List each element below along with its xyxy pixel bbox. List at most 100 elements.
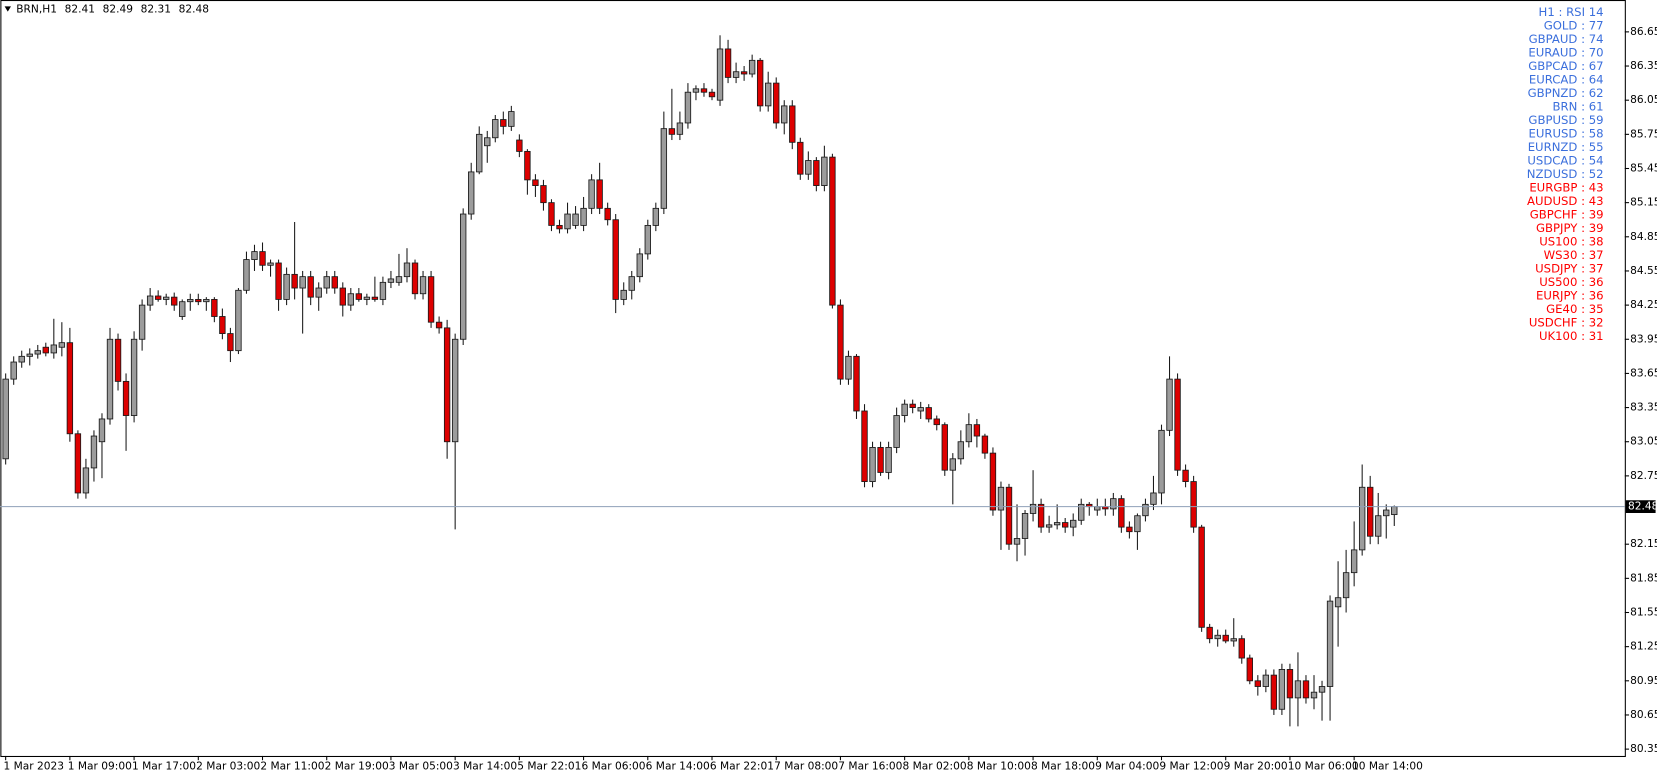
candle-body bbox=[1118, 498, 1125, 528]
candle-body bbox=[1021, 513, 1029, 539]
candle-body bbox=[949, 458, 956, 471]
y-tick-label: 83.65 bbox=[1630, 366, 1657, 379]
y-tick-label: 86.65 bbox=[1630, 25, 1657, 38]
candle-body bbox=[1142, 503, 1149, 517]
candle-body bbox=[347, 293, 354, 306]
x-tick-label: 7 Mar 08:00 bbox=[774, 760, 838, 773]
candle-body bbox=[1302, 680, 1310, 699]
candle-body bbox=[98, 418, 106, 443]
candle-body bbox=[925, 407, 932, 420]
rsi-item: GBPJPY : 39 bbox=[1536, 221, 1604, 235]
candle-body bbox=[604, 207, 611, 221]
candle-body bbox=[572, 213, 579, 226]
rsi-item: US100 : 38 bbox=[1539, 234, 1603, 248]
candle-body bbox=[476, 133, 483, 173]
candle-body bbox=[315, 287, 322, 298]
candle-body bbox=[821, 156, 828, 186]
header-close: 82.48 bbox=[179, 3, 210, 16]
candle-body bbox=[1358, 486, 1366, 551]
candle-body bbox=[556, 224, 563, 230]
x-tick-label: 3 Mar 14:00 bbox=[453, 760, 517, 773]
y-tick-label: 81.55 bbox=[1630, 606, 1657, 619]
candle-body bbox=[1326, 600, 1334, 687]
candle-body bbox=[797, 141, 804, 175]
x-tick-label: 10 Mar 06:00 bbox=[1288, 760, 1359, 773]
candle-body bbox=[1061, 522, 1069, 528]
candle-body bbox=[1246, 657, 1253, 682]
x-tick-label: 5 Mar 22:01 bbox=[517, 760, 581, 773]
candle-body bbox=[18, 355, 25, 363]
rsi-item: USDCAD : 54 bbox=[1527, 154, 1603, 168]
candle-body bbox=[1037, 503, 1045, 528]
candle-body bbox=[620, 289, 627, 300]
rsi-item: US500 : 36 bbox=[1539, 275, 1603, 289]
y-tick-label: 81.85 bbox=[1630, 571, 1657, 584]
price-label: 82.48 bbox=[1628, 500, 1657, 513]
candle-body bbox=[1230, 638, 1237, 642]
y-tick-label: 84.55 bbox=[1630, 264, 1657, 277]
y-tick-label: 80.65 bbox=[1630, 708, 1657, 721]
x-tick-label: 8 Mar 18:00 bbox=[1031, 760, 1095, 773]
candle-body bbox=[540, 185, 547, 204]
y-tick-label: 80.35 bbox=[1630, 742, 1657, 755]
candle-body bbox=[997, 486, 1005, 511]
candle-body bbox=[468, 171, 475, 215]
candle-body bbox=[933, 418, 940, 426]
candle-body bbox=[1198, 526, 1205, 628]
rsi-item: USDCHF : 32 bbox=[1529, 315, 1604, 329]
candle-body bbox=[82, 467, 90, 494]
rsi-item: GE40 : 35 bbox=[1546, 302, 1603, 316]
candle-body bbox=[146, 295, 154, 306]
candle-body bbox=[403, 262, 411, 278]
x-tick-label: 6 Mar 14:00 bbox=[646, 760, 710, 773]
candle-body bbox=[957, 441, 965, 460]
rsi-item: GBPNZD : 62 bbox=[1528, 86, 1604, 100]
candle-body bbox=[917, 407, 924, 412]
y-tick-label: 84.25 bbox=[1630, 298, 1657, 311]
candle-body bbox=[1238, 638, 1245, 659]
candle-body bbox=[708, 91, 716, 98]
candle-body bbox=[1045, 524, 1053, 528]
candle-body bbox=[941, 424, 948, 471]
x-tick-label: 8 Mar 02:00 bbox=[903, 760, 967, 773]
candle-body bbox=[291, 273, 298, 289]
rsi-item: EURJPY : 36 bbox=[1536, 288, 1604, 302]
candle-body bbox=[243, 259, 250, 291]
y-tick-label: 83.95 bbox=[1630, 332, 1657, 345]
candle-body bbox=[1206, 626, 1213, 640]
candle-body bbox=[1190, 481, 1197, 528]
candle-body bbox=[1262, 674, 1270, 687]
candle-body bbox=[484, 137, 491, 147]
candle-body bbox=[363, 296, 371, 300]
candle-body bbox=[90, 435, 98, 469]
candle-body bbox=[211, 298, 218, 317]
candle-body bbox=[492, 119, 499, 139]
candle-body bbox=[387, 278, 395, 283]
candle-body bbox=[845, 355, 852, 380]
candle-body bbox=[10, 361, 17, 380]
candle-body bbox=[1150, 492, 1157, 505]
candle-body bbox=[965, 424, 973, 443]
candle-body bbox=[901, 403, 908, 416]
rsi-item: GBPCAD : 67 bbox=[1528, 59, 1603, 73]
candle-body bbox=[1310, 691, 1318, 699]
candle-body bbox=[829, 156, 836, 306]
y-tick-label: 81.25 bbox=[1630, 640, 1657, 653]
candle-body bbox=[909, 403, 916, 409]
candle-body bbox=[1375, 515, 1382, 537]
rsi-item: WS30 : 37 bbox=[1544, 248, 1604, 262]
x-tick-label: 6 Mar 22:01 bbox=[710, 760, 774, 773]
candle-body bbox=[564, 213, 571, 230]
candle-body bbox=[34, 350, 41, 355]
candle-body bbox=[1182, 469, 1189, 483]
menu-arrow[interactable] bbox=[4, 6, 11, 12]
candle-body bbox=[652, 207, 660, 226]
candle-body bbox=[1342, 572, 1350, 599]
candle-body bbox=[700, 88, 708, 93]
candle-body bbox=[2, 378, 9, 460]
candle-body bbox=[1158, 429, 1165, 494]
chart-header: BRN,H1 82.41 82.49 82.31 82.48 bbox=[16, 3, 209, 16]
x-tick-label: 7 Mar 16:00 bbox=[838, 760, 902, 773]
candle-body bbox=[516, 139, 523, 152]
